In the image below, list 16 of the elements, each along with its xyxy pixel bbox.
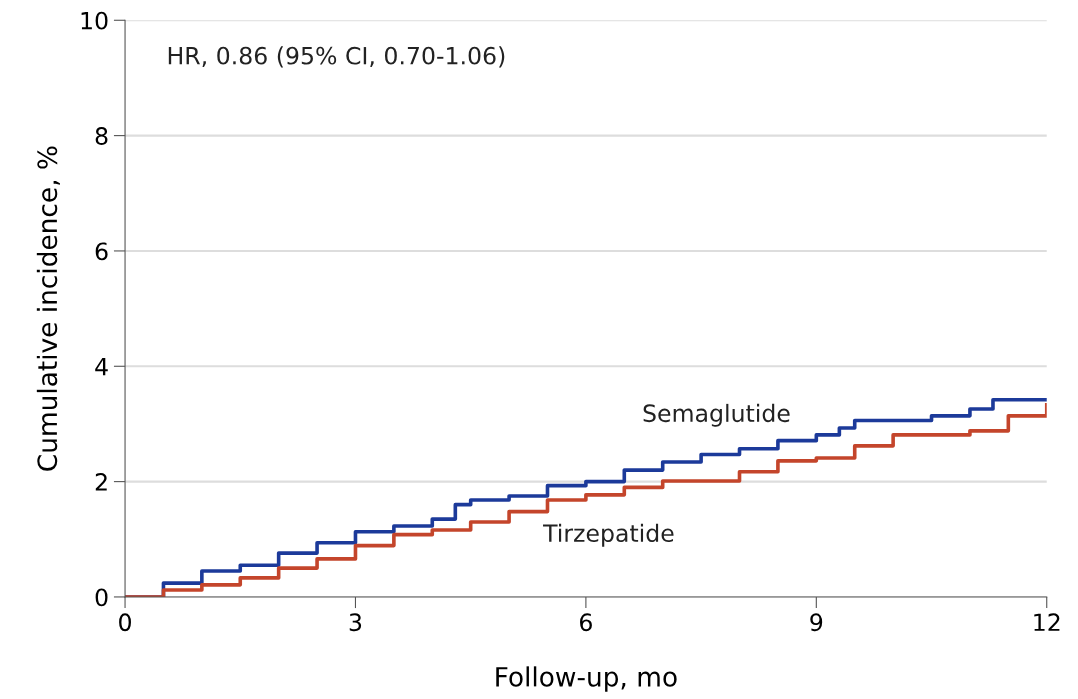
y-axis-title: Cumulative incidence, % <box>36 146 60 471</box>
y-tick-label: 6 <box>95 242 108 261</box>
x-tick-label: 6 <box>580 613 592 632</box>
y-tick-label: 8 <box>95 127 108 145</box>
series-label: Tirzepatide <box>543 523 674 547</box>
x-tick-label: 9 <box>810 613 823 632</box>
y-tick-label: 4 <box>95 358 108 376</box>
y-tick-label: 2 <box>95 473 107 491</box>
y-tick-label: 0 <box>95 588 108 607</box>
series-label: Semaglutide <box>643 403 790 427</box>
x-tick-label: 0 <box>119 613 131 632</box>
x-tick-label: 12 <box>1034 613 1060 631</box>
annotation: HR, 0.86 (95% CI, 0.70-1.06) <box>168 46 505 68</box>
x-tick-label: 3 <box>349 613 362 632</box>
x-axis-title: Follow-up, mo <box>496 666 677 692</box>
y-tick-label: 10 <box>81 11 108 30</box>
